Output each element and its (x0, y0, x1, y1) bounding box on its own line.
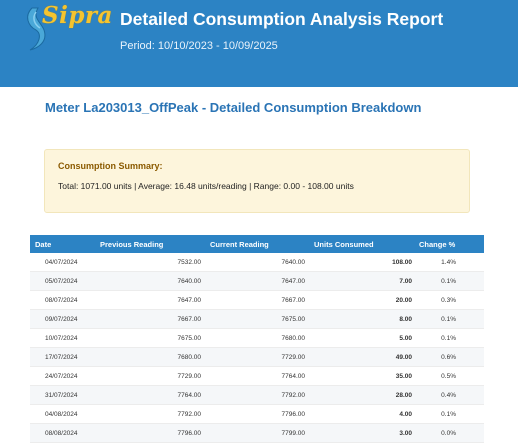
cell-change-percent: 1.4% (414, 253, 484, 272)
header-change-percent: Change % (414, 235, 484, 253)
cell-previous-reading: 7764.00 (95, 385, 205, 405)
cell-change-percent: 0.6% (414, 347, 484, 367)
table-row: 24/07/2024 7729.00 7764.00 35.00 0.5% (30, 366, 484, 386)
table-row: 05/07/2024 7640.00 7647.00 7.00 0.1% (30, 271, 484, 291)
cell-previous-reading: 7532.00 (95, 253, 205, 272)
cell-units-consumed: 8.00 (309, 309, 414, 329)
cell-units-consumed: 4.00 (309, 404, 414, 424)
cell-units-consumed: 3.00 (309, 423, 414, 443)
cell-units-consumed: 108.00 (309, 253, 414, 272)
table-row: 31/07/2024 7764.00 7792.00 28.00 0.4% (30, 385, 484, 405)
table-row: 04/08/2024 7792.00 7796.00 4.00 0.1% (30, 404, 484, 424)
cell-current-reading: 7675.00 (205, 309, 309, 329)
cell-change-percent: 0.0% (414, 423, 484, 443)
cell-previous-reading: 7667.00 (95, 309, 205, 329)
cell-current-reading: 7640.00 (205, 253, 309, 272)
cell-change-percent: 0.1% (414, 404, 484, 424)
summary-title: Consumption Summary: (58, 161, 163, 171)
cell-date: 31/07/2024 (30, 385, 95, 405)
cell-units-consumed: 49.00 (309, 347, 414, 367)
table-row: 08/07/2024 7647.00 7667.00 20.00 0.3% (30, 290, 484, 310)
cell-change-percent: 0.3% (414, 290, 484, 310)
table-header-row: Date Previous Reading Current Reading Un… (30, 235, 484, 253)
cell-previous-reading: 7796.00 (95, 423, 205, 443)
cell-current-reading: 7647.00 (205, 271, 309, 291)
cell-change-percent: 0.1% (414, 309, 484, 329)
period-label: Period: (120, 40, 155, 52)
table-row: 09/07/2024 7667.00 7675.00 8.00 0.1% (30, 309, 484, 329)
table-row: 10/07/2024 7675.00 7680.00 5.00 0.1% (30, 328, 484, 348)
cell-date: 24/07/2024 (30, 366, 95, 386)
cell-units-consumed: 35.00 (309, 366, 414, 386)
cell-current-reading: 7667.00 (205, 290, 309, 310)
cell-current-reading: 7799.00 (205, 423, 309, 443)
consumption-table: Date Previous Reading Current Reading Un… (30, 235, 484, 443)
cell-change-percent: 0.4% (414, 385, 484, 405)
cell-date: 04/08/2024 (30, 404, 95, 424)
report-title: Detailed Consumption Analysis Report (120, 9, 444, 29)
cell-change-percent: 0.5% (414, 366, 484, 386)
cell-current-reading: 7680.00 (205, 328, 309, 348)
cell-previous-reading: 7729.00 (95, 366, 205, 386)
cell-units-consumed: 28.00 (309, 385, 414, 405)
cell-date: 08/08/2024 (30, 423, 95, 443)
cell-current-reading: 7729.00 (205, 347, 309, 367)
cell-change-percent: 0.1% (414, 328, 484, 348)
cell-previous-reading: 7675.00 (95, 328, 205, 348)
cell-date: 09/07/2024 (30, 309, 95, 329)
cell-previous-reading: 7792.00 (95, 404, 205, 424)
meter-title: Meter La203013_OffPeak - Detailed Consum… (45, 100, 422, 115)
report-header: Sipra Detailed Consumption Analysis Repo… (0, 0, 518, 87)
consumption-summary-box: Consumption Summary: Total: 1071.00 unit… (44, 149, 470, 213)
table-row: 08/08/2024 7796.00 7799.00 3.00 0.0% (30, 423, 484, 443)
header-units-consumed: Units Consumed (309, 235, 414, 253)
cell-previous-reading: 7680.00 (95, 347, 205, 367)
header-date: Date (30, 235, 95, 253)
sipra-logo-icon (27, 7, 46, 51)
cell-current-reading: 7764.00 (205, 366, 309, 386)
period-value: 10/10/2023 - 10/09/2025 (157, 40, 278, 52)
cell-units-consumed: 7.00 (309, 271, 414, 291)
cell-units-consumed: 20.00 (309, 290, 414, 310)
cell-date: 17/07/2024 (30, 347, 95, 367)
cell-date: 10/07/2024 (30, 328, 95, 348)
logo-text: Sipra (42, 2, 113, 29)
summary-text: Total: 1071.00 units | Average: 16.48 un… (58, 181, 354, 191)
cell-date: 08/07/2024 (30, 290, 95, 310)
cell-date: 05/07/2024 (30, 271, 95, 291)
cell-change-percent: 0.1% (414, 271, 484, 291)
report-period: Period: 10/10/2023 - 10/09/2025 (120, 40, 278, 52)
cell-units-consumed: 5.00 (309, 328, 414, 348)
table-row: 17/07/2024 7680.00 7729.00 49.00 0.6% (30, 347, 484, 367)
cell-current-reading: 7796.00 (205, 404, 309, 424)
header-current-reading: Current Reading (205, 235, 309, 253)
cell-previous-reading: 7640.00 (95, 271, 205, 291)
header-previous-reading: Previous Reading (95, 235, 205, 253)
cell-current-reading: 7792.00 (205, 385, 309, 405)
cell-date: 04/07/2024 (30, 253, 95, 272)
cell-previous-reading: 7647.00 (95, 290, 205, 310)
table-row: 04/07/2024 7532.00 7640.00 108.00 1.4% (30, 253, 484, 272)
